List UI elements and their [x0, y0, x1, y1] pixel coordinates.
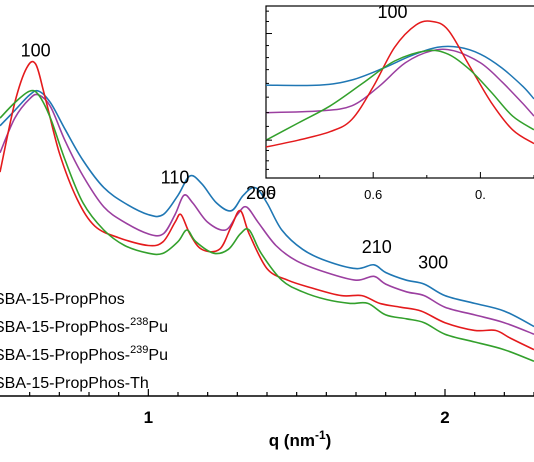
peak-label-300: 300	[418, 253, 448, 273]
legend-entry-4: SBA-15-PropPhos-Th	[0, 375, 149, 392]
legend-entry-2: SBA-15-PropPhos-238Pu	[0, 316, 168, 336]
series-line-4	[0, 89, 534, 363]
x-tick-label-2: 2	[440, 408, 449, 427]
peak-label-100: 100	[21, 40, 51, 60]
x-tick-label-1: 1	[144, 408, 153, 427]
main-series-group	[0, 60, 534, 363]
series-line-1	[0, 89, 534, 328]
legend-entry-3: SBA-15-PropPhos-239Pu	[0, 344, 168, 364]
inset-peak-label-100: 100	[377, 2, 407, 22]
inset-series-line-3	[265, 20, 534, 148]
legend: SBA-15-PropPhos SBA-15-PropPhos-238Pu SBA-…	[0, 291, 168, 392]
inset-x-tick-label-1: 0.5	[257, 187, 275, 202]
series-line-2	[0, 93, 534, 335]
inset-axes: 0.5 0.6 0. 100	[257, 2, 534, 202]
inset-x-tick-label-2: 0.6	[364, 187, 382, 202]
inset-frame	[265, 5, 534, 179]
peak-labels-group: 100 110 200 210 300	[21, 40, 449, 272]
series-line-3	[0, 60, 534, 351]
inset-series-line-1	[265, 45, 534, 100]
inset-series-group	[265, 20, 534, 148]
peak-label-110: 110	[161, 168, 190, 188]
peak-label-200: 200	[246, 183, 276, 203]
inset-x-tick-label-3: 0.	[475, 187, 486, 202]
legend-entry-1: SBA-15-PropPhos	[0, 291, 125, 308]
inset-series-line-4	[265, 49, 534, 141]
x-axis-title: q (nm-1)	[269, 428, 332, 450]
peak-label-210: 210	[362, 237, 392, 257]
inset-plot: 0.5 0.6 0. 100	[257, 2, 534, 202]
